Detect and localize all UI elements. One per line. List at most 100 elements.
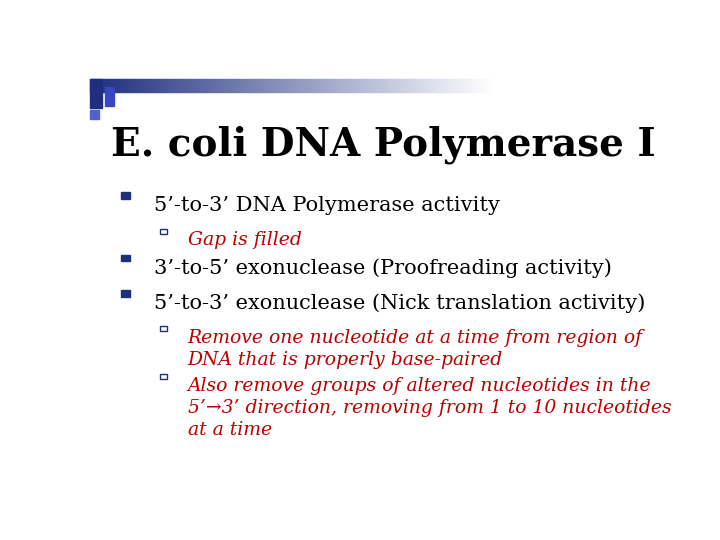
Bar [261, 79, 264, 92]
Bar [415, 79, 418, 92]
Bar [455, 79, 458, 92]
Text: 5’-to-3’ DNA Polymerase activity: 5’-to-3’ DNA Polymerase activity [154, 196, 500, 215]
Bar [284, 79, 287, 92]
Text: 3’-to-5’ exonuclease (Proofreading activity): 3’-to-5’ exonuclease (Proofreading activ… [154, 258, 612, 278]
Bar [348, 79, 351, 92]
Bar [100, 79, 104, 92]
Bar [234, 79, 238, 92]
Bar [264, 79, 267, 92]
Bar [428, 79, 431, 92]
Bar [334, 79, 338, 92]
Bar [90, 79, 94, 92]
Bar [240, 79, 244, 92]
Bar [171, 79, 174, 92]
Bar [200, 79, 204, 92]
Bar [405, 79, 408, 92]
Bar [301, 79, 305, 92]
Bar [121, 192, 130, 199]
Bar [177, 79, 181, 92]
Bar [445, 79, 449, 92]
Bar [238, 79, 240, 92]
Bar [204, 79, 207, 92]
Bar [321, 79, 324, 92]
Bar [294, 79, 297, 92]
Text: Also remove groups of altered nucleotides in the
5’→3’ direction, removing from : Also remove groups of altered nucleotide… [188, 377, 671, 439]
Bar [372, 79, 374, 92]
Bar [210, 79, 214, 92]
Bar [458, 79, 462, 92]
Bar [392, 79, 395, 92]
Bar [475, 79, 478, 92]
Bar [468, 79, 472, 92]
Bar [305, 79, 307, 92]
Bar [105, 87, 114, 106]
Bar [465, 79, 468, 92]
Bar [94, 79, 96, 92]
Bar [451, 79, 455, 92]
Bar [438, 79, 441, 92]
Bar [368, 79, 372, 92]
Bar [90, 110, 99, 119]
Bar [157, 79, 161, 92]
Text: E. coli DNA Polymerase I: E. coli DNA Polymerase I [111, 125, 656, 164]
Bar [181, 79, 184, 92]
Bar [107, 79, 110, 92]
Bar [401, 79, 405, 92]
Bar [248, 79, 251, 92]
Bar [331, 79, 334, 92]
Bar [338, 79, 341, 92]
Bar [287, 79, 291, 92]
Bar [398, 79, 401, 92]
Bar [378, 79, 382, 92]
Bar [224, 79, 228, 92]
Bar [140, 79, 143, 92]
Bar [163, 79, 167, 92]
Bar [297, 79, 301, 92]
Bar [328, 79, 331, 92]
Bar [388, 79, 392, 92]
Text: Gap is filled: Gap is filled [188, 231, 302, 249]
Bar [110, 79, 114, 92]
Bar [184, 79, 187, 92]
Bar [254, 79, 258, 92]
Bar [382, 79, 384, 92]
Bar [228, 79, 230, 92]
Bar [318, 79, 321, 92]
Text: Remove one nucleotide at a time from region of
DNA that is properly base-paired: Remove one nucleotide at a time from reg… [188, 329, 643, 369]
Bar [478, 79, 482, 92]
Bar [147, 79, 150, 92]
Bar [160, 374, 167, 379]
Bar [441, 79, 445, 92]
Bar [291, 79, 294, 92]
Bar [384, 79, 388, 92]
Bar [258, 79, 261, 92]
Bar [431, 79, 435, 92]
Bar [167, 79, 171, 92]
Bar [421, 79, 425, 92]
Bar [104, 79, 107, 92]
Bar [160, 326, 167, 332]
Bar [160, 228, 167, 234]
Bar [462, 79, 465, 92]
Bar [344, 79, 348, 92]
Bar [374, 79, 378, 92]
Bar [271, 79, 274, 92]
Bar [161, 79, 163, 92]
Bar [190, 79, 194, 92]
Bar [194, 79, 197, 92]
Bar [277, 79, 281, 92]
Bar [315, 79, 318, 92]
Bar [137, 79, 140, 92]
Bar [220, 79, 224, 92]
Text: 5’-to-3’ exonuclease (Nick translation activity): 5’-to-3’ exonuclease (Nick translation a… [154, 293, 646, 313]
Bar [395, 79, 398, 92]
Bar [114, 79, 117, 92]
Bar [472, 79, 475, 92]
Bar [411, 79, 415, 92]
Bar [207, 79, 210, 92]
Bar [358, 79, 361, 92]
Bar [354, 79, 358, 92]
Bar [449, 79, 451, 92]
Bar [214, 79, 217, 92]
Bar [153, 79, 157, 92]
